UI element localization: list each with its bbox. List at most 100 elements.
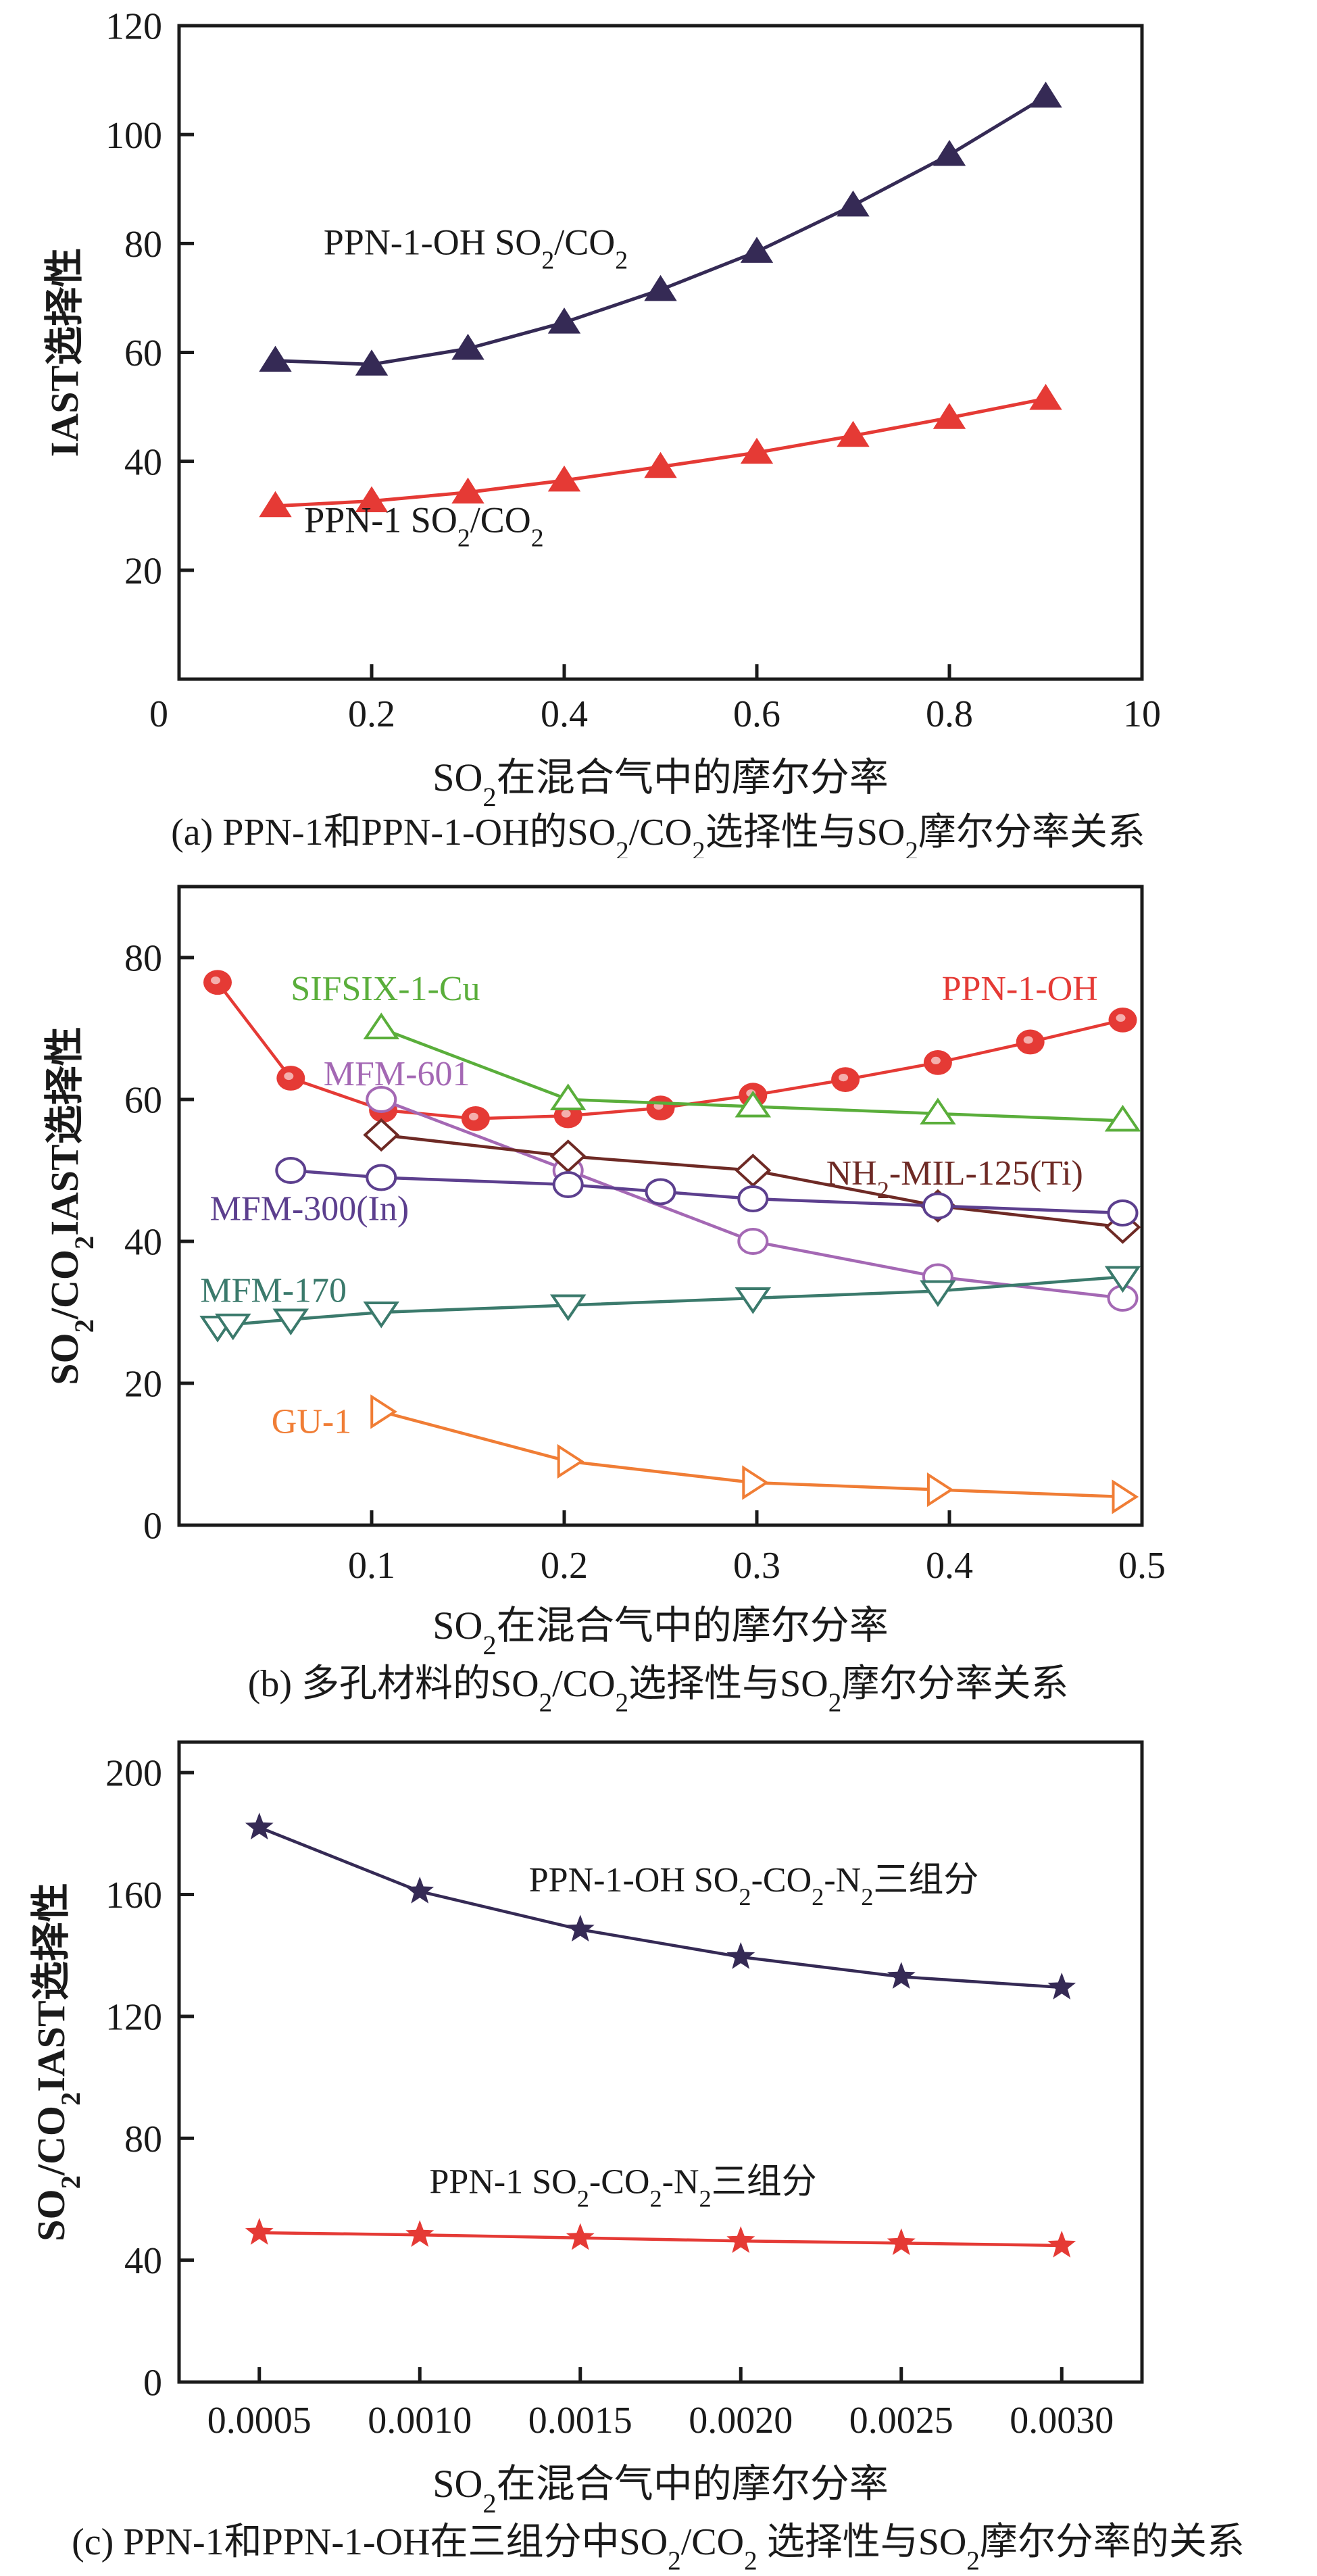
data-point [1016, 1029, 1045, 1055]
series-label: PPN-1-OH SO2-CO2-N2三组分 [529, 1861, 979, 1910]
figure-caption: (b) 多孔材料的SO2/CO2选择性与SO2摩尔分率关系 [248, 1663, 1069, 1716]
x-tick-label: 0.2 [541, 1545, 588, 1587]
y-tick-label: 200 [105, 1753, 162, 1795]
series-4 [275, 1157, 1139, 1227]
data-point [557, 1443, 585, 1479]
series-label: PPN-1-OH [942, 970, 1098, 1008]
x-tick-label: 0.4 [541, 693, 588, 735]
data-point [405, 1876, 434, 1904]
data-point [644, 451, 677, 478]
x-tick-label: 0.0010 [368, 2400, 472, 2442]
data-point [1029, 81, 1062, 108]
data-point [1104, 1266, 1141, 1293]
series-label: NH2-MIL-125(Ti) [826, 1154, 1083, 1204]
data-point [740, 237, 774, 263]
y-tick-label: 0 [143, 2362, 162, 2404]
data-point [461, 1106, 490, 1131]
series-line [258, 1826, 1062, 1989]
y-axis-label: SO2/CO2IAST选择性 [29, 1883, 86, 2241]
data-point [215, 1313, 251, 1341]
chart-panel-c: 0 40 80 120 160 200 0.0005 0.0010 0.0015 0.0020 0.… [0, 1716, 1317, 2576]
y-tick-label: 80 [124, 224, 162, 266]
y-tick-label: 40 [124, 1222, 162, 1264]
y-axis-label: SO2/CO2IAST选择性 [43, 1026, 99, 1385]
series-label: SIFSIX-1-Cu [291, 970, 480, 1008]
series-6 [370, 1394, 1139, 1514]
y-tick-label: 80 [124, 2119, 162, 2160]
x-tick-label: 10 [1123, 693, 1161, 735]
y-tick-label: 160 [105, 1875, 162, 1916]
data-point [552, 1171, 584, 1198]
y-tick-label: 120 [105, 1996, 162, 2038]
x-tick-label: 0.2 [348, 693, 395, 735]
y-tick-label: 60 [124, 1080, 162, 1122]
data-point [735, 1154, 772, 1187]
plot-frame [177, 885, 1144, 1527]
data-point [1112, 1479, 1139, 1514]
data-point [735, 1287, 772, 1314]
data-point [926, 1472, 954, 1508]
x-tick-label: 0.5 [1118, 1545, 1166, 1587]
x-tick-label: 0.6 [733, 693, 780, 735]
data-point [547, 307, 581, 334]
y-tick-label: 0 [143, 1506, 162, 1547]
data-point [1107, 1199, 1139, 1227]
data-point [363, 1012, 400, 1039]
plot-frame [177, 1740, 1144, 2384]
y-tick-label: 40 [124, 441, 162, 483]
data-point [1047, 2230, 1076, 2258]
data-point [740, 437, 774, 464]
series-label: GU-1 [272, 1403, 351, 1441]
series-5 [199, 1266, 1141, 1343]
x-tick-label: 0.4 [926, 1545, 973, 1587]
series-label: MFM-601 [324, 1055, 470, 1093]
data-point [742, 1465, 769, 1500]
x-tick-label: 0.3 [733, 1545, 780, 1587]
y-tick-label: 80 [124, 938, 162, 980]
data-point [363, 1302, 400, 1329]
data-point [933, 403, 966, 429]
data-point [726, 1941, 755, 1969]
data-point [1104, 1104, 1141, 1132]
data-point [259, 491, 292, 518]
series-label: PPN-1-OH SO2/CO2 [324, 222, 628, 274]
chart-panel-b: 0 20 40 60 80 0.1 0.2 0.3 0.4 0.5 SO2在混合气中的摩尔分率 SO2… [0, 858, 1317, 1716]
series-label: PPN-1 SO2-CO2-N2三组分 [430, 2162, 817, 2212]
data-point [920, 1097, 956, 1124]
data-point [920, 1280, 956, 1308]
data-point [726, 2226, 755, 2254]
y-tick-label: 20 [124, 550, 162, 592]
data-point [566, 1914, 595, 1942]
y-tick-label: 20 [124, 1364, 162, 1406]
y-axis-label: IAST选择性 [43, 248, 86, 457]
data-point [366, 1164, 397, 1191]
x-tick-label: 0.1 [348, 1545, 395, 1587]
data-point [355, 349, 389, 376]
x-tick-label: 0 [149, 693, 168, 735]
data-point [203, 970, 232, 995]
data-point [405, 2220, 434, 2247]
data-point [1047, 1973, 1076, 2000]
series-1 [259, 383, 1062, 518]
data-point [646, 1095, 675, 1120]
data-point [451, 333, 484, 360]
data-point [245, 2218, 274, 2245]
x-axis-label: SO2在混合气中的摩尔分率 [432, 756, 888, 812]
series-label: MFM-300(In) [210, 1190, 409, 1229]
data-point [370, 1394, 397, 1429]
data-point [366, 1086, 397, 1113]
series-1 [245, 2218, 1076, 2258]
data-point [355, 486, 389, 512]
data-point [837, 420, 870, 447]
chart-panel-a: 20 40 60 80 100 120 0 0.2 0.4 0.6 0.8 10 SO2在混合气中的摩尔… [0, 0, 1317, 858]
data-point [549, 1083, 587, 1110]
y-tick-label: 100 [105, 115, 162, 157]
data-point [259, 345, 292, 372]
data-point [837, 190, 870, 217]
data-point [272, 1308, 309, 1336]
series-label: MFM-170 [200, 1271, 347, 1310]
y-tick-label: 60 [124, 332, 162, 374]
data-point [644, 274, 677, 301]
series-label: PPN-1 SO2/CO2 [304, 499, 543, 552]
y-tick-label: 40 [124, 2240, 162, 2282]
